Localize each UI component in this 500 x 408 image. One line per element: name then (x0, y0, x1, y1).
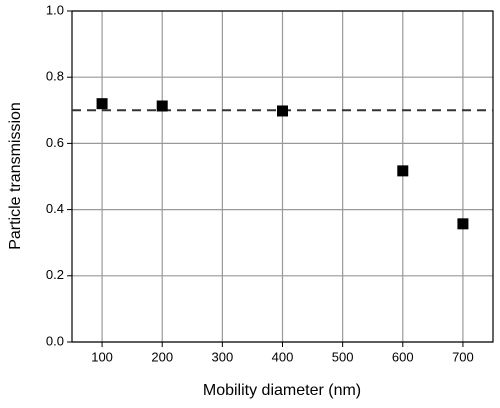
x-axis-title: Mobility diameter (nm) (203, 382, 361, 399)
y-tick-label: 0.2 (46, 267, 64, 282)
y-tick-label: 0.4 (46, 201, 64, 216)
x-tick-label: 500 (332, 349, 354, 364)
x-tick-label: 200 (151, 349, 173, 364)
x-tick-label: 700 (452, 349, 474, 364)
y-tick-label: 1.0 (46, 2, 64, 17)
y-tick-label: 0.0 (46, 333, 64, 348)
plot-frame (71, 10, 494, 343)
x-tick-label: 300 (212, 349, 234, 364)
x-tick-label: 400 (272, 349, 294, 364)
y-tick-label: 0.8 (46, 69, 64, 84)
x-tick-label: 600 (392, 349, 414, 364)
point (156, 100, 168, 112)
point (96, 98, 108, 110)
x-tick-label: 100 (91, 349, 113, 364)
y-tick-label: 0.6 (46, 135, 64, 150)
y-axis-title: Particle transmission (7, 102, 24, 250)
point (397, 165, 409, 177)
point (277, 105, 288, 117)
point (457, 218, 469, 230)
